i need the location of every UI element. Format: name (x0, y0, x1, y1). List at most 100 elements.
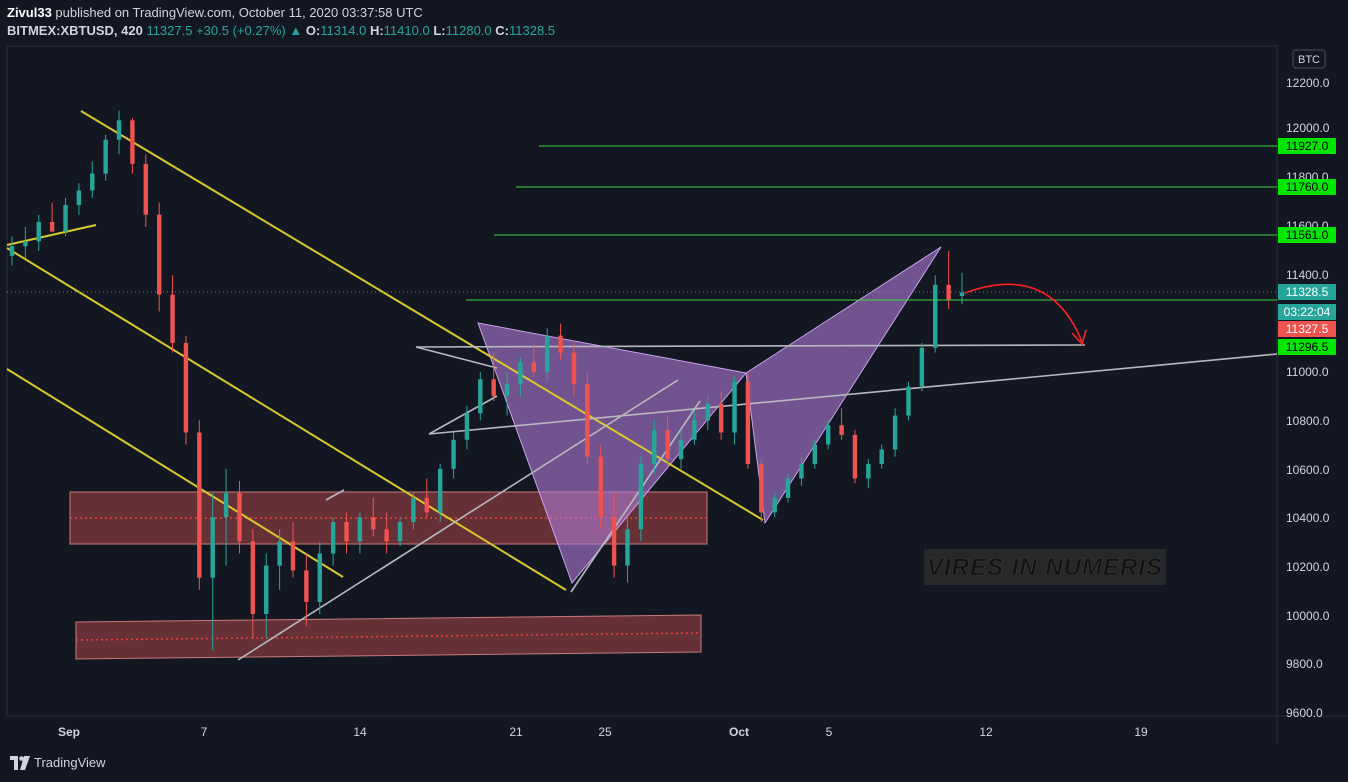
candle[interactable] (491, 352, 496, 402)
candle[interactable] (451, 432, 456, 479)
candle[interactable] (745, 372, 751, 469)
zone-lower[interactable] (75, 614, 702, 660)
candle[interactable] (906, 381, 911, 421)
candle[interactable] (197, 420, 202, 590)
candle[interactable] (210, 493, 215, 651)
candle[interactable] (424, 478, 429, 518)
candle[interactable] (250, 529, 256, 639)
grey-segment-c[interactable] (325, 489, 345, 501)
candle[interactable] (264, 553, 269, 639)
candle[interactable] (718, 391, 724, 440)
target-levels[interactable] (466, 145, 1277, 301)
candle[interactable] (732, 376, 737, 445)
candle[interactable] (852, 430, 858, 484)
candle[interactable] (825, 420, 831, 450)
candle[interactable] (183, 335, 189, 445)
candle[interactable] (330, 517, 336, 566)
candle[interactable] (946, 251, 951, 310)
pattern-triangle-bcd[interactable] (745, 246, 942, 525)
grey-neckline[interactable] (428, 353, 1278, 435)
harmonic-pattern[interactable] (477, 246, 942, 584)
candle[interactable] (892, 408, 898, 457)
candle[interactable] (611, 493, 617, 578)
candle[interactable] (933, 275, 938, 353)
grey-trend-lines[interactable] (237, 344, 1278, 661)
brand-name[interactable]: TradingView (34, 755, 106, 770)
candle[interactable] (638, 456, 644, 542)
candle[interactable] (371, 497, 376, 537)
candles[interactable] (9, 110, 965, 651)
candle[interactable] (478, 372, 483, 421)
candle[interactable] (170, 275, 175, 353)
candle[interactable] (571, 342, 577, 397)
author-name[interactable]: Zivul33 (7, 5, 52, 20)
candle[interactable] (518, 357, 523, 397)
candle[interactable] (812, 439, 818, 469)
candle[interactable] (692, 410, 697, 445)
short-trend-line[interactable] (6, 224, 97, 246)
candle[interactable] (772, 493, 777, 518)
candle[interactable] (130, 117, 135, 174)
candle[interactable] (839, 408, 844, 440)
candle[interactable] (90, 161, 95, 198)
candle[interactable] (304, 553, 309, 627)
candle[interactable] (625, 517, 630, 583)
candle[interactable] (759, 459, 764, 523)
forecast-arrow-curve[interactable] (964, 283, 1083, 343)
grey-horizontal-line[interactable] (415, 344, 1086, 348)
candle[interactable] (344, 512, 349, 554)
candle[interactable] (9, 236, 15, 266)
candle[interactable] (397, 517, 403, 547)
grey-rising-line-a[interactable] (237, 379, 679, 661)
grey-segment-a[interactable] (415, 346, 498, 369)
time-axis[interactable]: Sep 7 14 21 25 Oct 5 12 19 (58, 725, 1148, 739)
candle[interactable] (866, 459, 871, 489)
candle[interactable] (504, 372, 510, 416)
candle[interactable] (799, 456, 804, 486)
candle[interactable] (63, 197, 68, 237)
candle[interactable] (277, 529, 282, 590)
candle[interactable] (317, 541, 322, 614)
tradingview-logo-icon[interactable] (10, 756, 30, 770)
candle[interactable] (652, 420, 657, 474)
candle[interactable] (678, 430, 684, 469)
pattern-triangle-xab[interactable] (477, 322, 747, 584)
candle[interactable] (545, 328, 550, 382)
grey-segment-b[interactable] (428, 395, 498, 435)
candle[interactable] (290, 522, 296, 578)
candle[interactable] (223, 468, 229, 566)
candle[interactable] (705, 396, 710, 431)
candle[interactable] (558, 323, 563, 360)
candle[interactable] (879, 444, 884, 469)
channel-middle-line[interactable] (6, 247, 567, 591)
candle[interactable] (785, 473, 791, 503)
candle[interactable] (36, 214, 41, 251)
candle[interactable] (919, 342, 925, 392)
candle[interactable] (103, 134, 108, 181)
candle[interactable] (116, 110, 122, 155)
candle[interactable] (357, 512, 363, 554)
channel-lines[interactable] (6, 110, 764, 591)
channel-lower-line[interactable] (6, 368, 344, 578)
candle[interactable] (959, 272, 965, 305)
candle[interactable] (237, 480, 242, 554)
candle[interactable] (143, 154, 149, 227)
candle[interactable] (49, 202, 55, 232)
candle[interactable] (531, 342, 537, 377)
candle[interactable] (156, 202, 162, 312)
candle[interactable] (384, 512, 389, 554)
grey-rising-line-b[interactable] (570, 400, 701, 593)
candle[interactable] (464, 405, 470, 450)
price-axis[interactable]: 12200.012000.011800.011600.011400.011000… (1286, 76, 1330, 720)
forecast-arrow[interactable] (964, 283, 1087, 346)
candle[interactable] (665, 415, 670, 469)
candle[interactable] (437, 463, 443, 523)
candle[interactable] (598, 444, 603, 530)
symbol-label[interactable]: BITMEX:XBTUSD, 420 (7, 23, 143, 38)
channel-upper-line[interactable] (80, 110, 764, 521)
candle[interactable] (23, 226, 28, 259)
candle[interactable] (411, 493, 416, 530)
candle[interactable] (585, 372, 590, 464)
candle[interactable] (76, 183, 82, 215)
